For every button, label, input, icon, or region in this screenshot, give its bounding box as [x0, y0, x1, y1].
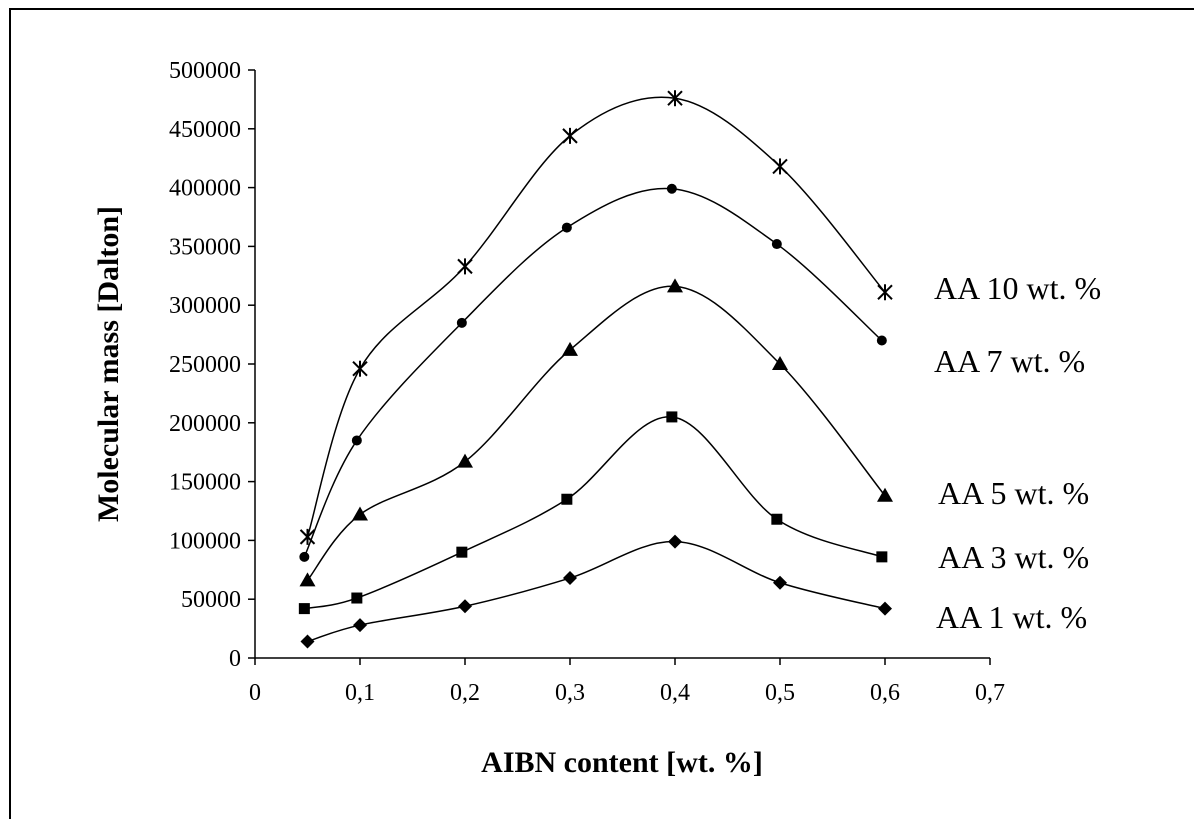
x-tick-label: 0,4: [660, 680, 690, 706]
y-tick-label: 500000: [169, 58, 241, 84]
data-point-diamond: [353, 618, 367, 633]
series-line: [303, 187, 883, 558]
series-markers: [298, 90, 893, 649]
data-point-square: [298, 603, 310, 615]
data-point-triangle: [299, 572, 316, 587]
y-tick-label: 50000: [181, 587, 241, 613]
data-point-square: [351, 592, 363, 604]
data-point-triangle: [352, 506, 368, 521]
y-tick-label: 100000: [169, 528, 241, 554]
x-axis-title: AIBN content [wt. %]: [481, 746, 763, 779]
series-curves: [303, 96, 886, 643]
x-tick-label: 0: [249, 680, 261, 706]
series-line: [307, 540, 886, 643]
x-tick-label: 0,5: [765, 680, 795, 706]
data-point-asterisk: [562, 127, 578, 144]
series-line: [304, 416, 883, 610]
y-tick-label: 450000: [169, 117, 241, 143]
y-tick-label: 150000: [169, 470, 241, 496]
data-point-diamond: [300, 634, 315, 649]
data-point-square: [666, 411, 678, 423]
y-tick-label: 200000: [169, 411, 241, 437]
data-point-square: [456, 546, 468, 558]
data-point-diamond: [458, 599, 472, 614]
data-point-square: [876, 551, 888, 563]
y-tick-label: 250000: [169, 352, 241, 378]
data-point-triangle: [877, 487, 893, 502]
data-point-triangle: [772, 356, 788, 370]
data-point-asterisk: [877, 284, 893, 301]
data-point-triangle: [667, 278, 683, 293]
y-axis-title: Molecular mass [Dalton]: [92, 206, 125, 522]
x-tick-label: 0,7: [975, 680, 1005, 706]
series-label: AA 10 wt. %: [934, 270, 1101, 306]
data-point-triangle: [457, 453, 473, 468]
data-point-asterisk: [299, 528, 316, 545]
x-tick-label: 0,6: [870, 680, 900, 706]
data-point-diamond: [563, 571, 577, 586]
data-point-diamond: [878, 601, 892, 616]
ticks: 0 50000 100000 150000 200000 250000 300000 3500…: [169, 58, 1005, 706]
data-point-asterisk: [772, 158, 788, 175]
series-line: [306, 96, 886, 538]
data-point-circle: [771, 239, 782, 250]
data-point-circle: [561, 222, 572, 233]
x-tick-label: 0,3: [555, 680, 585, 706]
series-line: [306, 285, 886, 581]
data-point-triangle: [562, 341, 578, 356]
x-tick-label: 0,2: [450, 680, 480, 706]
data-point-circle: [876, 335, 887, 346]
data-point-diamond: [773, 575, 787, 590]
series-label: AA 7 wt. %: [934, 343, 1085, 379]
data-point-circle: [351, 435, 362, 446]
data-point-asterisk: [667, 90, 683, 107]
data-point-diamond: [668, 534, 682, 549]
data-point-square: [771, 513, 783, 525]
series-label: AA 3 wt. %: [938, 539, 1089, 575]
data-point-asterisk: [352, 360, 368, 377]
series-label: AA 5 wt. %: [938, 475, 1089, 511]
chart-frame: [9, 8, 1194, 819]
y-tick-label: 400000: [169, 176, 241, 202]
data-point-circle: [456, 317, 467, 328]
data-point-circle: [666, 183, 677, 194]
y-tick-label: 300000: [169, 293, 241, 319]
data-point-asterisk: [457, 258, 473, 275]
x-tick-label: 0,1: [345, 680, 375, 706]
series-label: AA 1 wt. %: [936, 599, 1087, 635]
y-tick-label: 350000: [169, 234, 241, 260]
series-labels: AA 1 wt. % AA 3 wt. % AA 5 wt. % AA 7 wt. %…: [934, 270, 1101, 635]
data-point-square: [561, 493, 573, 505]
y-tick-label: 0: [229, 646, 241, 672]
data-point-circle: [299, 551, 310, 562]
